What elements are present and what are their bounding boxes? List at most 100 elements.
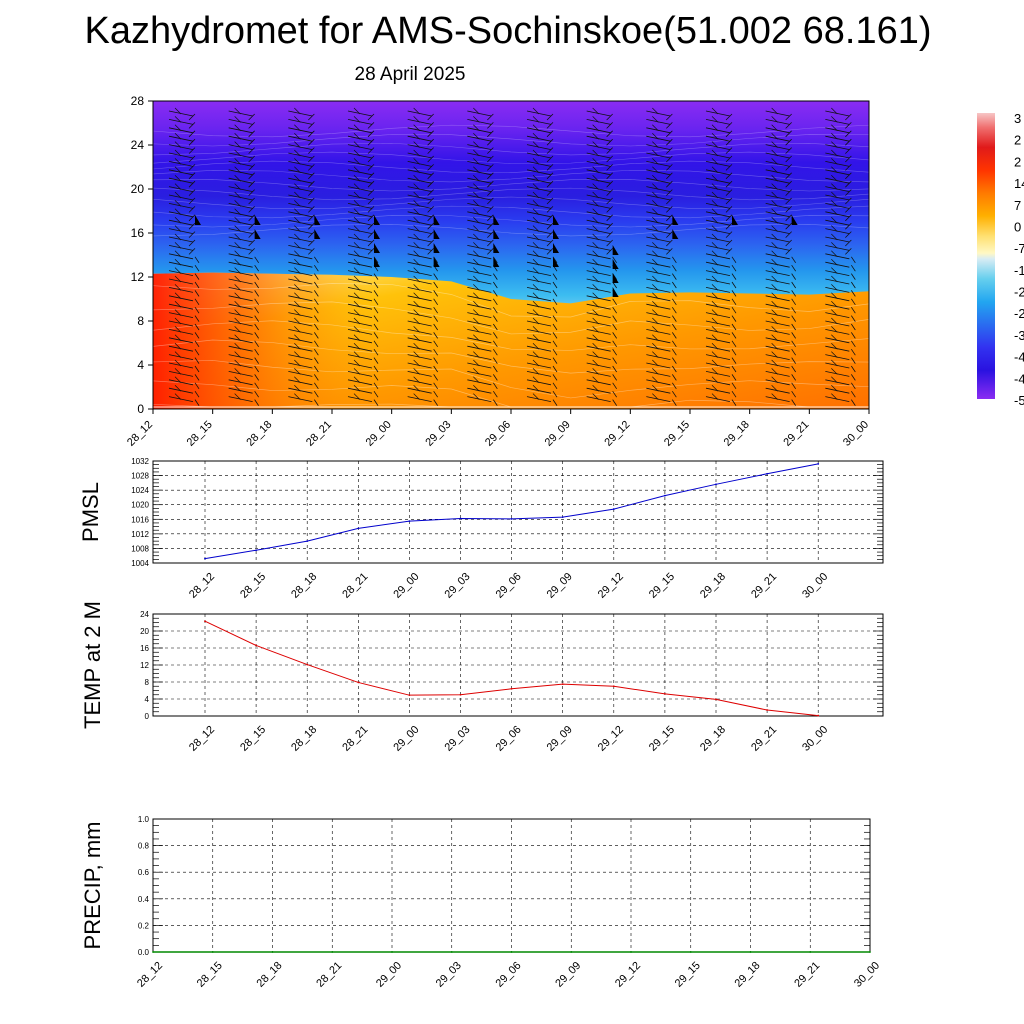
wind-barb-pennant [493,215,500,225]
wind-barb-staff [254,399,259,406]
wind-barb-staff [606,248,613,255]
wind-barb-feather [473,107,480,115]
wind-barb-staff [194,382,200,390]
panel-frame [152,460,884,564]
wind-barb-line [168,320,194,327]
warm-layer-hot-edge [153,272,869,409]
wind-barb-line [347,127,373,134]
wind-barb-feather [532,267,540,274]
x-tick-label: 29_12 [596,571,626,601]
y-tick-label: 1016 [131,515,149,524]
wind-barb-line [407,261,432,268]
wind-barb-feather [294,216,301,224]
wind-barb-feather [353,250,361,258]
data-point [809,951,812,953]
wind-barb-line [825,211,850,218]
data-point [204,620,206,623]
wind-barb-staff [314,290,319,297]
wind-barb-feather [711,376,719,384]
wind-barb-line [168,261,194,268]
wind-barb-line [228,261,253,268]
wind-barb-line [526,110,552,117]
wind-barb-staff [546,113,554,121]
wind-barb-staff [194,298,200,306]
wind-barb-staff [546,239,554,247]
wind-barb-feather [234,267,241,274]
y-tick-label: 0.8 [138,842,150,851]
wind-barb-staff [427,189,434,196]
wind-barb-line [586,312,611,318]
wind-barb-line [526,287,552,293]
wind-barb-line [347,396,373,402]
wind-barb-feather [592,351,599,358]
wind-barb-line [467,362,492,369]
wind-barb-staff [373,298,379,306]
wind-barb-line [646,345,671,352]
wind-barb-line [168,119,194,125]
y-tick-label: 1028 [131,472,149,481]
wind-barb-line [705,362,731,369]
wind-barb-feather [532,376,540,384]
x-tick-label: 29_06 [483,419,513,449]
wind-barb-pennant [314,215,321,225]
wind-barb-line [228,329,253,335]
wind-barb-line [646,119,671,125]
wind-barb-line [347,228,373,234]
wind-barb-feather [652,267,659,274]
wind-barb-line [705,161,731,167]
wind-barb-line [168,135,194,142]
wind-barb-pennant [553,243,559,253]
wind-barb-staff [546,155,554,163]
wind-barb-staff [254,365,259,373]
cold-contour [153,196,869,209]
wind-barb-feather [294,317,301,325]
wind-barb-staff [308,113,315,121]
wind-barb-staff [552,382,558,390]
wind-barb-line [407,295,432,302]
wind-barb-staff [373,399,379,406]
wind-barb-staff [373,382,379,390]
wind-barb-feather [353,124,361,132]
wind-barb-feather [294,233,301,241]
wind-barb-staff [248,197,255,205]
wind-barb-feather [413,250,420,258]
wind-barb-line [168,203,194,209]
wind-barb-line [825,320,850,327]
wind-barb-feather [294,208,301,216]
wind-barb-feather [234,166,241,174]
wind-barb-staff [725,189,733,196]
wind-barb-feather [711,132,719,140]
wind-barb-line [347,152,373,159]
wind-barb-line [347,337,373,344]
wind-barb-staff [367,197,375,205]
wind-barb-staff [552,348,558,356]
wind-barb-feather [473,275,480,283]
wind-barb-staff [248,147,255,154]
wind-barb-staff [851,332,856,339]
wind-barb-feather [831,334,838,342]
wind-barb-staff [612,256,617,264]
wind-barb-staff [254,298,259,306]
wind-barb-staff [666,155,673,163]
wind-barb-feather [353,233,361,241]
wind-barb-feather [532,275,540,283]
wind-barb-staff [493,399,498,406]
colorbar-label: -4 [1014,371,1024,386]
wind-barb-feather [473,200,480,207]
wind-barb-staff [546,189,554,196]
wind-barb-feather [831,132,838,140]
wind-barb-feather [234,225,241,232]
wind-barb-line [825,186,850,192]
wind-barb-line [526,261,552,268]
data-point [561,516,564,518]
x-tick-label: 29_06 [494,571,524,601]
wind-barb-line [765,387,790,394]
wind-barb-staff [672,340,677,348]
wind-barb-feather [174,309,182,316]
wind-barb-feather [711,334,719,342]
wind-barb-feather [473,208,480,216]
wind-barb-staff [785,206,792,213]
wind-barb-line [347,345,373,352]
wind-barb-feather [532,200,540,207]
